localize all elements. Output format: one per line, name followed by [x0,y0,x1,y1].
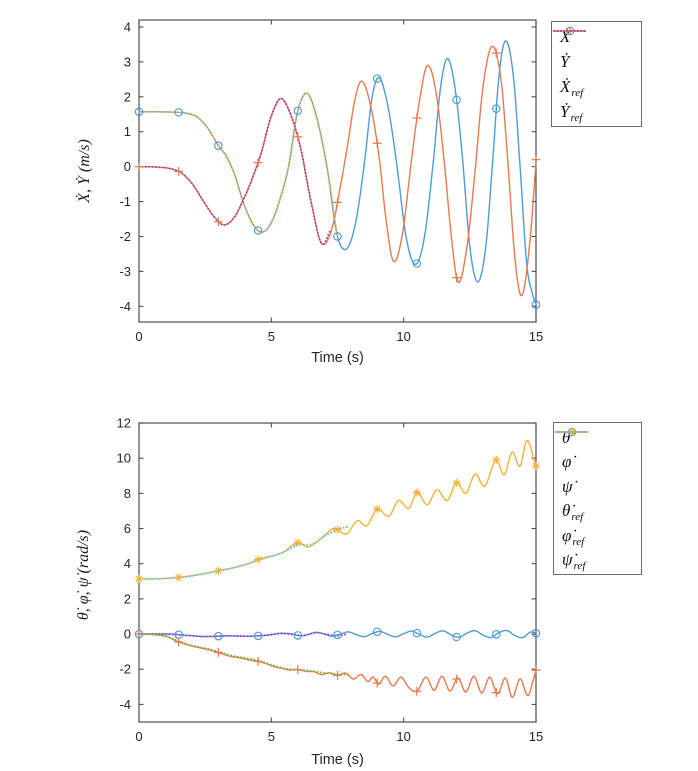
axes-box [138,422,537,723]
x-tick-label: 15 [529,329,543,344]
series-line-phidot [139,633,537,699]
y-tick-label: 4 [124,19,131,34]
legend-sample-yref [553,30,587,32]
legend-label-thetadot: θ̇ [562,427,571,447]
y-tick-label: 6 [124,521,131,536]
markers-phidot [134,629,541,697]
chart-linear-velocity: 0 5 10 15 -4 -3 -2 -1 0 1 2 3 4 Time (s) Ẋ, Ẏ (m/s) X… [0,0,698,385]
x-tick-label: 5 [268,329,275,344]
y-tick-label: -2 [119,229,131,244]
y-tick-label: -2 [119,662,131,677]
x-tick-label: 10 [396,329,410,344]
series-lines [138,439,537,699]
series-line-thetadot [138,629,537,639]
x-tick-label: 10 [396,729,410,744]
x-tick-label: 5 [268,729,275,744]
legend-label-thetaref: θ̇ref [562,501,584,524]
y-tick-label: 4 [124,556,131,571]
y-tick-label: 8 [124,486,131,501]
series-line-yref [138,97,332,246]
y-axis-title: θ̇, φ̇, ψ̇ (rad/s) [75,530,92,620]
legend-label-phiref: φ̇ref [562,525,585,548]
legend-label-ydot: Ẏ [560,52,570,71]
legend-sample-psiref [555,431,589,433]
y-tick-label: 12 [117,416,131,431]
legend-label-psidot: ψ̇ [562,476,573,496]
legend-linear-velocity: Ẋ Ẏ Ẋref Ẏref [551,21,642,127]
x-axis-title: Time (s) [311,752,364,768]
y-axis-title: Ẋ, Ẏ (m/s) [75,139,93,204]
y-tick-label: 1 [124,124,131,139]
legend-item-psiref: ψ̇ref [554,431,641,573]
linear-velocity-plot: 0 5 10 15 -4 -3 -2 -1 0 1 2 3 4 Time (s) Ẋ, Ẏ (m/s) [75,19,543,366]
series-line-xdot [139,40,537,305]
legend-angular-velocity: θ̇ φ̇ ψ̇ θ̇ref φ̇ref ψ̇ref [553,422,642,575]
series-line-psiref [138,525,350,580]
reference-lines [138,92,339,246]
y-tick-label: 3 [124,54,131,69]
markers-ydot [134,48,541,283]
y-tick-label: -4 [119,299,131,314]
series-line-xref [138,92,339,238]
y-tick-label: 10 [117,451,131,466]
legend-label-xdot: Ẋ [560,27,571,46]
y-tick-label: 2 [124,89,131,104]
y-tick-label: 0 [124,159,131,174]
legend-label-phidot: φ̇ [562,452,572,472]
x-tick-labels: 0 5 10 15 [135,729,543,744]
legend-label-yref: Ẏref [560,102,583,124]
series-lines [138,40,537,305]
legend-item-ydot: Ẏ [552,26,641,74]
legend-label-xref: Ẋref [560,77,584,99]
legend-item-yref: Ẏref [552,30,641,124]
series-line-psidot [139,439,537,580]
axes-box [138,19,537,323]
series-line-phiref [138,633,350,676]
y-tick-label: 2 [124,591,131,606]
angular-velocity-plot: 0 5 10 15 -4 -2 0 2 4 6 8 10 12 Time (s) θ̇, φ̇, ψ̇ (r… [75,416,543,769]
series-line-ydot [138,45,537,297]
y-tick-label: -4 [119,697,131,712]
y-tick-label: 0 [124,627,131,642]
y-tick-label: -3 [119,264,131,279]
markers-xdot [134,74,541,309]
x-tick-label: 0 [135,729,142,744]
markers-psidot [134,455,541,584]
reference-lines [138,525,350,676]
y-tick-labels: -4 -3 -2 -1 0 1 2 3 4 [119,19,131,313]
series-line-thetaref [138,631,347,638]
x-axis-title: Time (s) [311,350,364,366]
chart-angular-velocity: 0 5 10 15 -4 -2 0 2 4 6 8 10 12 Time (s) θ̇, φ̇, ψ̇ (r… [0,385,698,771]
legend-item-xref: Ẋref [552,30,641,99]
x-tick-label: 15 [529,729,543,744]
legend-item-phidot: φ̇ [554,427,641,475]
tick-marks [138,20,537,322]
x-tick-label: 0 [135,329,142,344]
legend-item-thetaref: θ̇ref [554,431,641,524]
y-tick-label: -1 [119,194,131,209]
series-markers [134,455,541,697]
legend-item-psidot: ψ̇ [554,427,641,499]
legend-label-psiref: ψ̇ref [562,550,586,573]
series-markers [134,48,541,309]
x-tick-labels: 0 5 10 15 [135,329,543,344]
legend-item-phiref: φ̇ref [554,431,641,548]
y-tick-labels: -4 -2 0 2 4 6 8 10 12 [117,416,131,712]
